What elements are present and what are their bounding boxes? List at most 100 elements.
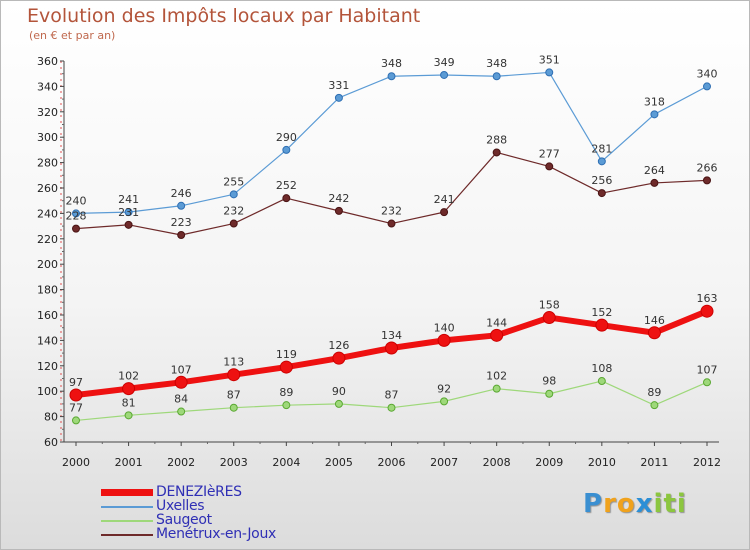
logo-letter: P [583,489,604,519]
x-tick-label: 2001 [115,456,143,469]
data-label: 223 [171,216,192,229]
data-label: 140 [434,321,455,334]
data-label: 264 [644,164,665,177]
logo-letter: r [603,489,617,519]
data-label: 119 [276,348,297,361]
logo-letter: o [616,489,636,519]
data-point [595,318,609,332]
data-label: 288 [486,133,507,146]
legend-swatch [101,534,153,536]
y-tick-label: 180 [37,284,58,297]
data-label: 144 [486,316,507,329]
data-point [229,190,238,199]
data-point [229,403,238,412]
data-label: 146 [644,314,665,327]
data-label: 228 [66,210,87,223]
data-label: 349 [434,56,455,69]
data-point [440,397,449,406]
data-label: 348 [486,57,507,70]
data-label: 87 [385,389,399,402]
y-tick-label: 280 [37,157,58,170]
x-tick-label: 2010 [588,456,616,469]
data-label: 240 [66,194,87,207]
logo-letter: x [635,489,654,519]
data-label: 163 [697,292,718,305]
data-point [387,403,396,412]
data-label: 266 [697,161,718,174]
data-label: 98 [542,375,556,388]
x-tick-label: 2012 [693,456,721,469]
data-point [440,70,449,79]
data-label: 126 [328,339,349,352]
data-label: 331 [328,79,349,92]
data-label: 246 [171,187,192,200]
data-point [597,377,606,386]
x-tick-label: 2002 [167,456,195,469]
data-label: 252 [276,179,297,192]
data-point [174,375,188,389]
data-point [597,189,606,198]
data-label: 152 [591,306,612,319]
data-label: 97 [69,376,83,389]
data-point [332,351,346,365]
x-tick-label: 2009 [535,456,563,469]
data-point [177,230,186,239]
y-tick-label: 260 [37,182,58,195]
data-point [69,388,83,402]
data-point [387,72,396,81]
series-2 [72,377,711,425]
data-label: 77 [69,401,83,414]
data-label: 277 [539,147,560,160]
data-point [703,378,711,387]
data-point [124,220,133,229]
data-point [650,401,659,410]
series-1 [72,68,711,218]
logo-letter: t [663,489,677,519]
y-tick-label: 80 [44,411,58,424]
data-point [282,401,291,410]
x-tick-label: 2006 [378,456,406,469]
legend-swatch [101,520,153,522]
data-label: 241 [434,193,455,206]
x-tick-label: 2005 [325,456,353,469]
data-point [703,176,711,185]
legend-label: Uxelles [156,498,205,514]
data-label: 134 [381,329,402,342]
data-point [492,384,501,393]
y-tick-label: 120 [37,360,58,373]
series-0 [69,304,714,402]
series-3 [72,148,711,239]
y-tick-label: 200 [37,258,58,271]
y-tick-label: 220 [37,233,58,246]
data-point [647,326,661,340]
data-label: 318 [644,95,665,108]
data-label: 89 [647,386,661,399]
data-label: 340 [697,67,718,80]
data-point [385,341,398,355]
data-label: 255 [223,175,244,188]
data-point [492,72,501,81]
data-label: 231 [118,206,139,219]
y-tick-label: 320 [37,106,58,119]
data-label: 108 [591,362,612,375]
data-label: 92 [437,382,451,395]
data-label: 102 [486,370,507,383]
legend-swatch [101,489,153,496]
data-point [177,407,186,416]
data-point [542,311,556,325]
data-point [440,208,449,217]
y-tick-label: 60 [44,436,58,449]
x-tick-label: 2003 [220,456,248,469]
y-tick-label: 340 [37,80,58,93]
x-tick-label: 2007 [430,456,458,469]
proxiti-logo: Proxiti [583,489,687,519]
data-point [650,178,659,187]
data-label: 256 [591,174,612,187]
data-point [282,145,291,154]
data-label: 107 [697,363,718,376]
data-point [279,360,293,374]
data-label: 107 [171,363,192,376]
data-point [650,110,659,119]
y-tick-label: 360 [37,55,58,68]
